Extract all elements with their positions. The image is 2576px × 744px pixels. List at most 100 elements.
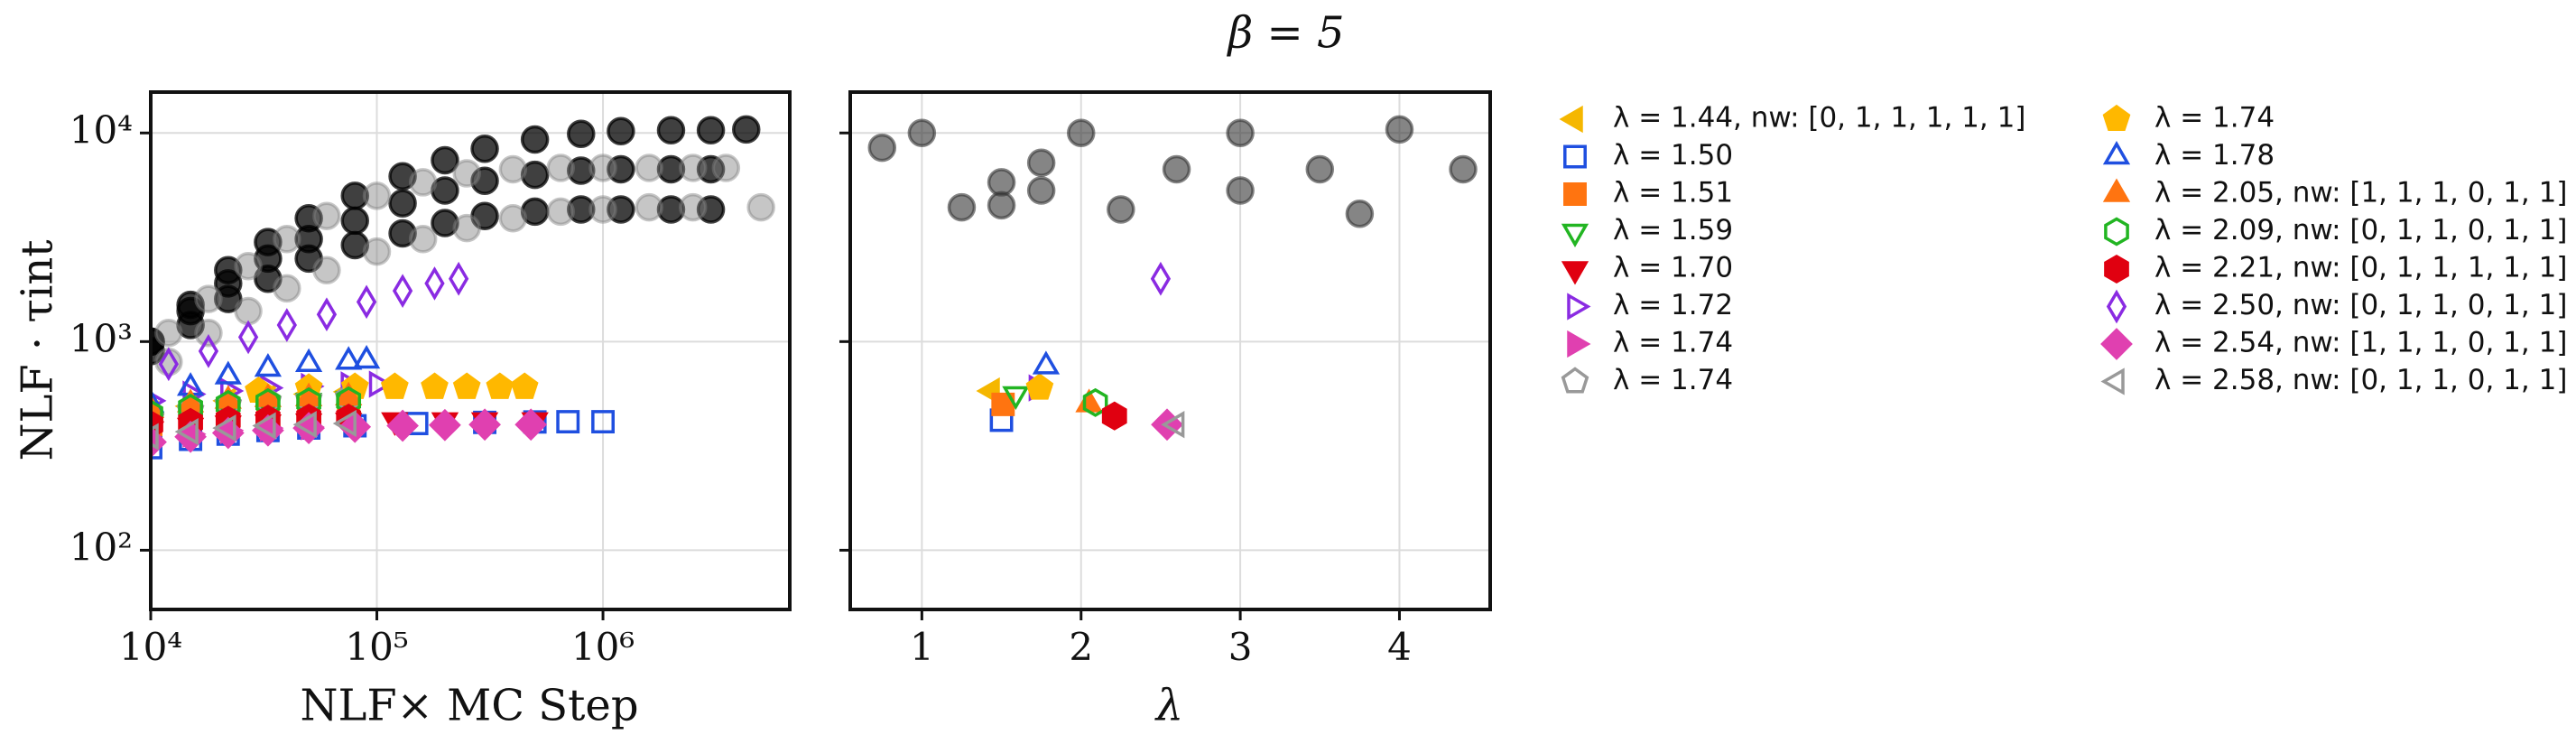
marker (1226, 176, 1255, 205)
marker (234, 252, 263, 281)
marker (520, 160, 550, 190)
marker (1567, 293, 1591, 321)
marker (362, 237, 392, 266)
marker (468, 408, 501, 442)
marker (867, 133, 897, 163)
marker (1066, 118, 1096, 147)
marker (567, 119, 596, 148)
marker (452, 372, 481, 399)
marker (408, 225, 438, 254)
marker (520, 197, 550, 226)
marker (498, 154, 528, 184)
marker (2102, 140, 2131, 165)
legend-label: λ = 2.54, nw: [1, 1, 1, 0, 1, 1] (2154, 327, 2567, 359)
marker (1025, 373, 1054, 400)
marker (567, 195, 596, 224)
marker (907, 118, 937, 147)
marker (316, 297, 338, 332)
marker (174, 417, 199, 446)
legend-label: λ = 2.09, nw: [0, 1, 1, 0, 1, 1] (2154, 214, 2567, 246)
marker (678, 153, 708, 182)
marker (556, 410, 580, 434)
marker (607, 195, 635, 224)
legend-label: λ = 2.05, nw: [1, 1, 1, 0, 1, 1] (2154, 177, 2567, 209)
marker (696, 154, 726, 184)
marker (1559, 105, 1583, 134)
marker (546, 197, 575, 226)
marker (1026, 176, 1056, 205)
marker (486, 372, 514, 399)
marker (588, 195, 617, 224)
marker (273, 274, 301, 303)
axes-frame (149, 90, 792, 611)
marker (731, 115, 761, 144)
legend-label: λ = 1.44, nw: [0, 1, 1, 1, 1, 1] (1613, 102, 2025, 135)
marker (386, 409, 419, 442)
marker (211, 416, 245, 450)
marker (234, 296, 263, 326)
marker (1002, 386, 1030, 411)
y-tick-label: 10³ (69, 316, 133, 360)
marker (510, 372, 539, 399)
marker (312, 201, 341, 230)
x-tick-label: 3 (1228, 625, 1253, 669)
marker (987, 191, 1016, 220)
plot-area (867, 115, 1478, 442)
marker (520, 125, 550, 154)
marker (1449, 154, 1478, 184)
marker (340, 230, 369, 260)
marker (947, 192, 977, 222)
marker (356, 284, 377, 320)
marker (607, 116, 635, 145)
marker (388, 219, 417, 248)
marker (656, 195, 686, 224)
plot-area (151, 115, 775, 460)
marker (380, 372, 409, 399)
marker (2106, 289, 2127, 324)
marker (154, 319, 183, 348)
marker (2102, 104, 2131, 132)
marker (656, 116, 686, 144)
marker (294, 244, 323, 274)
marker (1026, 148, 1056, 177)
marker (2102, 178, 2131, 202)
marker (656, 154, 686, 184)
marker (198, 334, 219, 368)
marker (292, 411, 317, 439)
marker (2100, 328, 2133, 360)
x-tick-label: 1 (910, 625, 934, 669)
marker (151, 337, 165, 366)
marker (340, 206, 369, 236)
marker (567, 156, 596, 185)
marker (194, 319, 223, 348)
marker (392, 274, 413, 309)
x-tick-label: 10⁴ (119, 625, 182, 669)
marker (449, 261, 469, 296)
marker (431, 176, 459, 205)
axes-frame (848, 90, 1492, 611)
marker (214, 360, 242, 385)
marker (588, 153, 617, 182)
marker (1162, 154, 1191, 184)
marker (340, 181, 369, 210)
marker (312, 256, 341, 284)
marker (1150, 261, 1172, 296)
marker (2104, 254, 2129, 284)
marker (431, 145, 459, 175)
marker (696, 195, 726, 224)
marker (607, 154, 635, 184)
marker (252, 412, 276, 440)
marker (237, 320, 259, 355)
marker (1563, 182, 1587, 206)
marker (1345, 200, 1375, 228)
marker (635, 192, 663, 222)
marker (151, 399, 163, 429)
marker (514, 408, 548, 442)
marker (212, 414, 236, 442)
marker (1161, 411, 1185, 439)
marker (194, 284, 223, 313)
legend-label: λ = 1.59 (1613, 214, 1733, 246)
legend-label: λ = 1.78 (2154, 139, 2275, 172)
marker (388, 162, 417, 191)
marker (368, 370, 394, 398)
